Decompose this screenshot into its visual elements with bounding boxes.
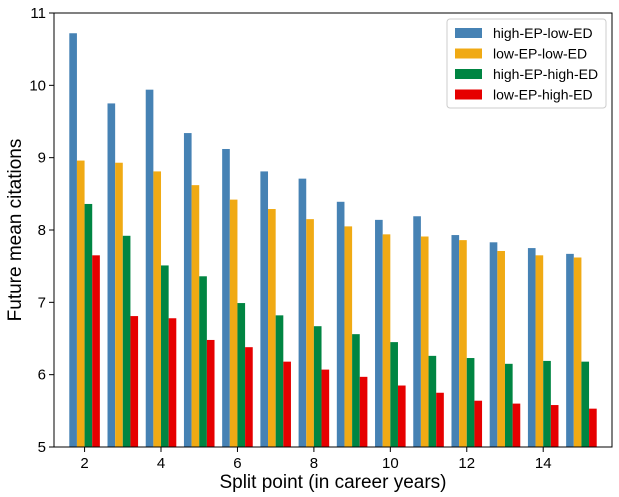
bar-low-EP-high-ED-8 [321,369,330,447]
x-tick-label: 8 [310,455,318,472]
x-axis-ticks: 2 4 6 8 10 12 14 [80,447,552,472]
y-tick-label: 9 [38,150,46,167]
bar-low-EP-high-ED-2 [92,255,100,447]
bar-high-EP-high-ED-15 [581,361,590,447]
bar-low-EP-low-ED-3 [115,162,123,448]
bar-high-EP-low-ED-2 [69,33,77,447]
bar-high-EP-low-ED-5 [183,133,192,447]
bar-high-EP-low-ED-7 [260,171,269,447]
bar-high-EP-high-ED-4 [161,265,169,447]
bar-high-EP-low-ED-12 [451,235,460,447]
bar-low-EP-high-ED-10 [397,385,406,447]
y-axis-title: Future mean citations [5,139,26,322]
bar-high-EP-high-ED-11 [428,355,437,447]
bar-low-EP-low-ED-12 [459,240,467,447]
y-tick-label: 8 [38,222,46,239]
bar-high-EP-high-ED-8 [313,326,322,447]
legend-box [446,18,607,109]
bar-low-EP-low-ED-14 [535,255,544,447]
x-tick-label: 12 [458,455,475,472]
legend-swatch [455,28,482,38]
bar-low-EP-low-ED-6 [229,199,238,447]
y-tick-label: 7 [38,294,46,311]
bar-high-EP-low-ED-10 [375,219,383,447]
legend-label: low-EP-low-ED [493,46,587,62]
bar-low-EP-high-ED-7 [283,361,291,447]
bar-high-EP-low-ED-11 [413,216,421,447]
bar-high-EP-high-ED-5 [199,276,207,447]
y-tick-label: 6 [38,367,46,384]
legend-swatch [455,69,482,79]
y-axis-ticks: 5 6 7 8 9 10 11 [29,5,54,456]
bar-low-EP-high-ED-12 [474,400,483,447]
bar-low-EP-low-ED-9 [344,226,353,447]
bar-low-EP-high-ED-6 [245,347,253,447]
bar-high-EP-high-ED-12 [466,358,475,447]
bar-low-EP-low-ED-2 [76,160,85,447]
bar-low-EP-low-ED-8 [306,219,314,447]
bar-low-EP-high-ED-9 [359,376,368,447]
y-tick-label: 10 [29,77,46,94]
bar-high-EP-high-ED-9 [352,334,360,447]
bar-high-EP-high-ED-3 [122,235,131,447]
bar-low-EP-high-ED-3 [130,316,139,447]
legend-label: high-EP-low-ED [493,25,593,41]
bar-low-EP-high-ED-13 [512,403,521,447]
bar-high-EP-low-ED-15 [566,253,574,447]
legend-swatch [455,48,482,59]
bar-high-EP-high-ED-6 [237,303,246,447]
bar-high-EP-low-ED-14 [527,248,536,447]
bar-low-EP-high-ED-5 [206,339,215,447]
y-tick-label: 5 [38,439,46,456]
bar-high-EP-high-ED-14 [543,360,551,447]
bar-high-EP-high-ED-13 [504,363,513,447]
legend-swatch [455,89,482,100]
bar-low-EP-low-ED-11 [420,236,429,447]
bar-high-EP-low-ED-4 [145,89,154,448]
bar-low-EP-high-ED-4 [168,318,177,447]
y-tick-label: 11 [30,5,46,22]
x-tick-label: 14 [535,455,552,472]
x-tick-label: 4 [157,455,165,472]
bar-low-EP-low-ED-10 [382,234,391,447]
bar-high-EP-low-ED-9 [336,201,345,447]
bar-low-EP-high-ED-14 [550,405,559,447]
legend: high-EP-low-ED low-EP-low-ED high-EP-high-… [446,18,607,109]
bars-group [69,33,597,448]
bar-low-EP-low-ED-13 [497,250,505,447]
x-axis-title: Split point (in career years) [219,472,446,493]
bar-low-EP-low-ED-4 [153,171,162,447]
bar-low-EP-low-ED-7 [268,209,276,447]
bar-high-EP-low-ED-3 [107,103,116,448]
bar-high-EP-high-ED-2 [84,203,93,447]
bar-high-EP-high-ED-10 [390,342,398,447]
bar-low-EP-low-ED-5 [191,185,200,447]
x-tick-label: 2 [80,455,88,472]
bar-low-EP-high-ED-11 [436,392,444,447]
legend-label: high-EP-high-ED [493,66,598,82]
x-tick-label: 6 [233,455,241,472]
bar-high-EP-low-ED-8 [298,178,307,447]
bar-high-EP-low-ED-13 [489,242,498,447]
bar-high-EP-low-ED-6 [222,148,230,448]
bar-low-EP-high-ED-15 [589,408,597,447]
x-tick-label: 10 [382,455,399,472]
bar-high-EP-high-ED-7 [275,315,284,447]
legend-label: low-EP-high-ED [493,87,593,103]
bar-low-EP-low-ED-15 [573,257,582,447]
